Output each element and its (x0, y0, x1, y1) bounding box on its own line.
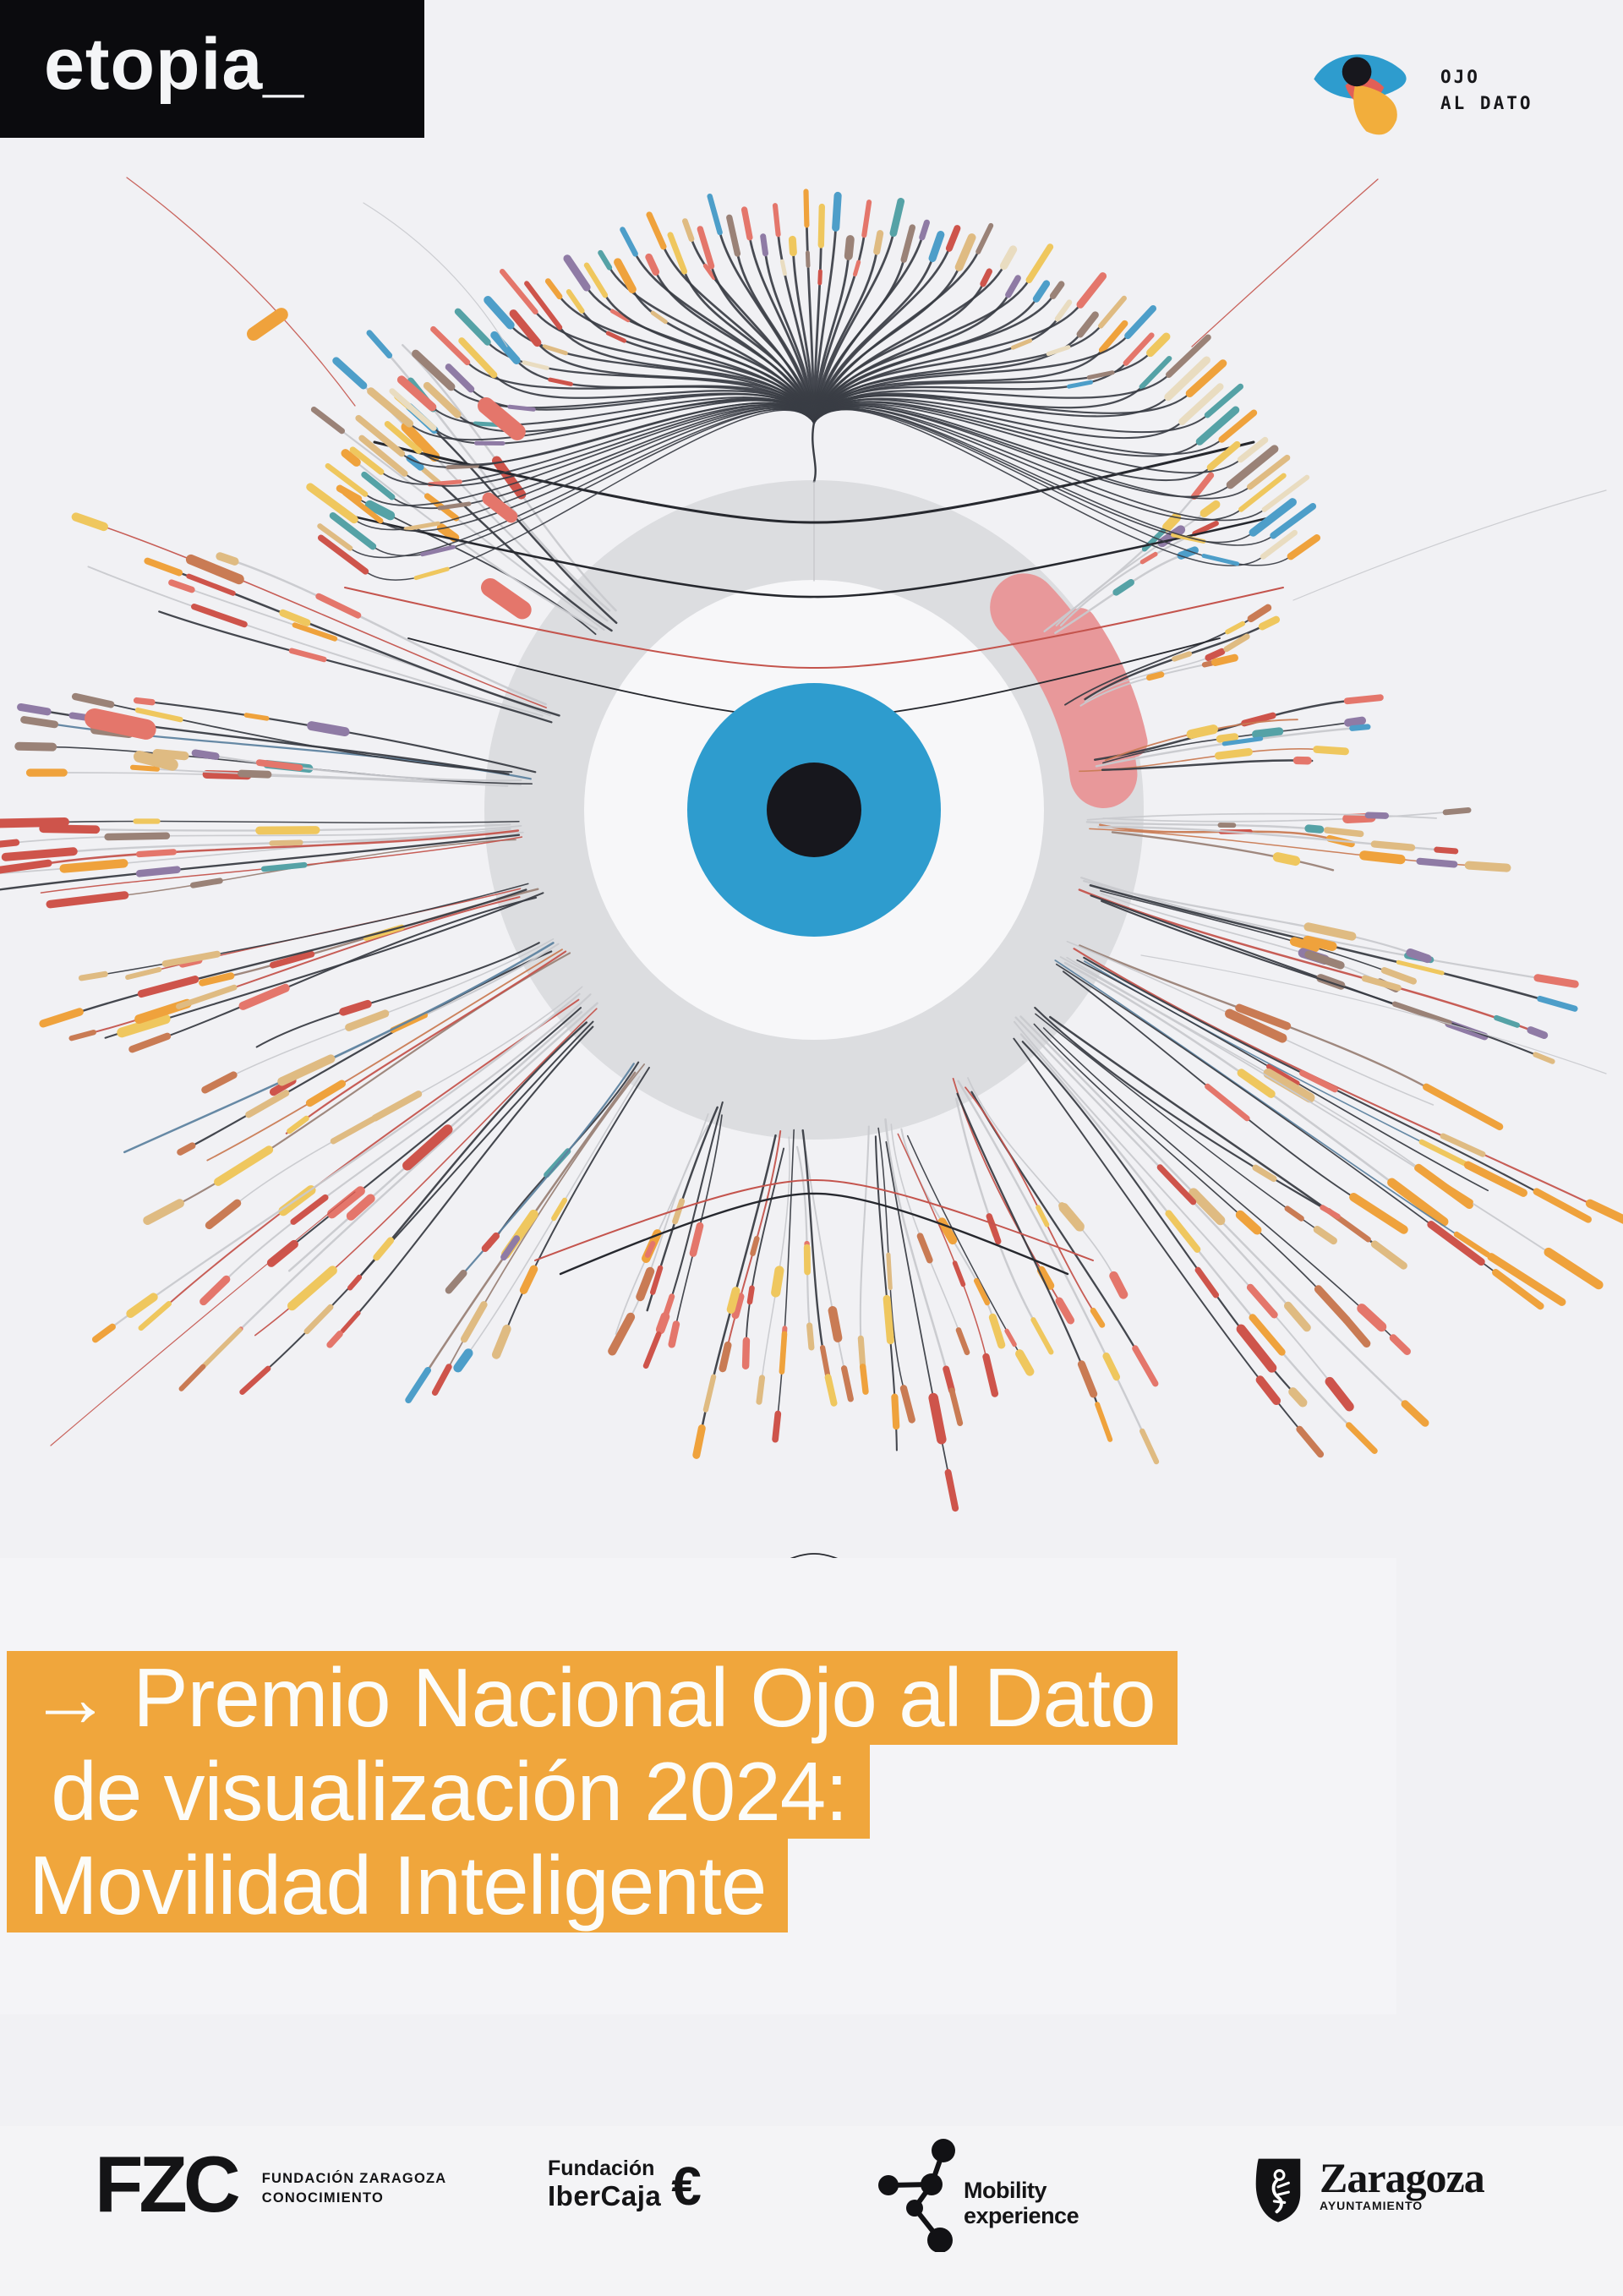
ibercaja-logo: Fundación IberCaja € (548, 2156, 702, 2217)
fzc-caption-line2: CONOCIMIENTO (261, 2190, 384, 2206)
title-line-1: → Premio Nacional Ojo al Dato (7, 1651, 1178, 1745)
euro-symbol-icon: € (671, 2156, 702, 2217)
ibercaja-line2: IberCaja (548, 2180, 662, 2211)
fzc-caption-line1: FUNDACIÓN ZARAGOZA (261, 2171, 447, 2186)
etopia-logo: etopia_ (0, 0, 424, 138)
ibercaja-line1: Fundación (548, 2157, 655, 2180)
ojo-line2: AL DATO (1440, 93, 1533, 113)
lion-shield-icon (1255, 2158, 1301, 2222)
footer-band (0, 2126, 1623, 2296)
ojo-line1: OJO (1440, 67, 1480, 87)
zaragoza-caption: AYUNTAMIENTO (1320, 2199, 1424, 2212)
mobility-line2: experience (964, 2203, 1079, 2228)
fzc-caption: FUNDACIÓN ZARAGOZA CONOCIMIENTO (262, 2169, 447, 2208)
etopia-logo-text: etopia_ (44, 24, 305, 105)
title-line-3: Movilidad Inteligente (7, 1839, 789, 1932)
mobility-experience-logo: Mobility experience (877, 2137, 1079, 2252)
fzc-acronym: FZC (95, 2140, 241, 2228)
eye-logo-icon (1314, 54, 1407, 135)
fzc-logo: FZC FUNDACIÓN ZARAGOZA CONOCIMIENTO (95, 2140, 447, 2228)
ojo-al-dato-wordmark: OJO AL DATO (1440, 64, 1533, 117)
title-line-2: de visualización 2024: (7, 1745, 870, 1839)
ojo-al-dato-logo: OJO AL DATO (1302, 37, 1606, 156)
mobility-line1: Mobility (964, 2178, 1047, 2203)
zaragoza-wordmark: Zaragoza (1320, 2154, 1485, 2201)
zaragoza-logo: Zaragoza AYUNTAMIENTO (1249, 2154, 1485, 2225)
eye-visualization (0, 177, 1623, 1635)
network-nodes-icon (878, 2139, 955, 2252)
